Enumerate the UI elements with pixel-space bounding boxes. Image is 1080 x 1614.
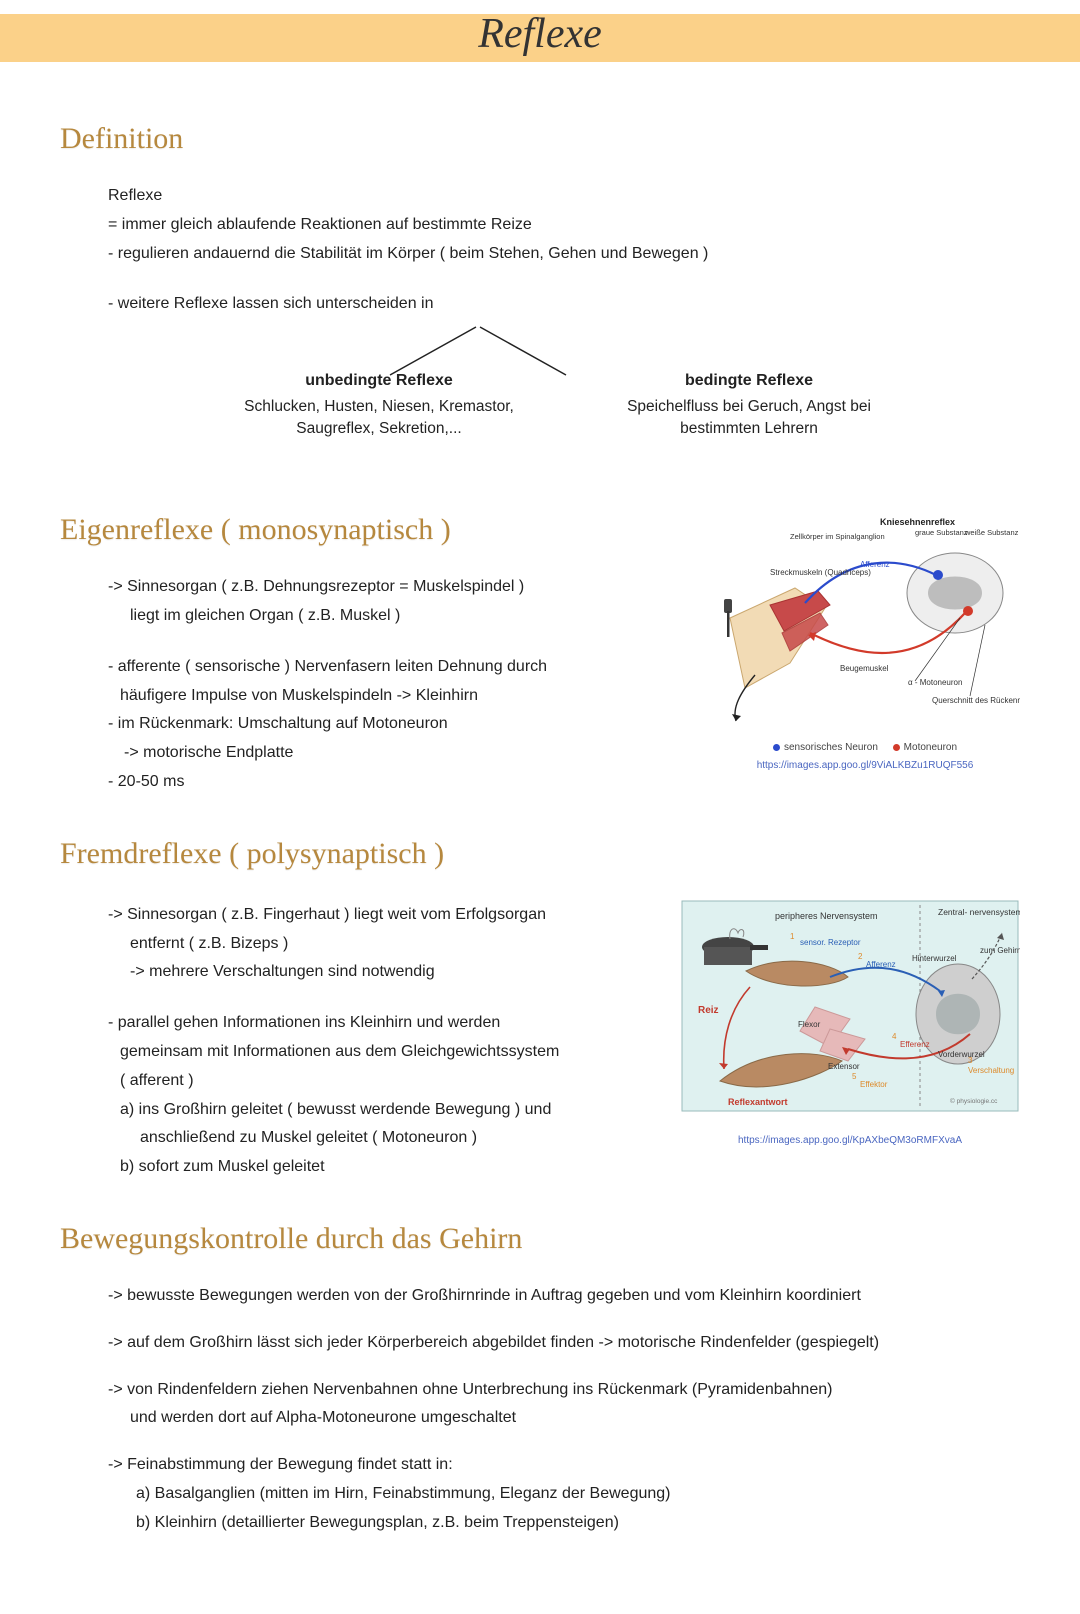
svg-text:Beugemuskel: Beugemuskel bbox=[840, 664, 889, 673]
col-bedingt: bedingte Reflexe Speichelfluss bei Geruc… bbox=[594, 369, 904, 439]
legend-sens: sensorisches Neuron bbox=[784, 742, 878, 753]
fremd-l2b: gemeinsam mit Informationen aus dem Glei… bbox=[108, 1040, 666, 1065]
svg-text:peripheres Nervensystem: peripheres Nervensystem bbox=[775, 911, 878, 921]
svg-text:Streckmuskeln (Quadriceps): Streckmuskeln (Quadriceps) bbox=[770, 568, 871, 577]
reflex-split: unbedingte Reflexe Schlucken, Husten, Ni… bbox=[108, 325, 1020, 475]
heading-eigen: Eigenreflexe ( monosynaptisch ) bbox=[60, 513, 696, 547]
svg-text:Flexor: Flexor bbox=[798, 1020, 821, 1029]
page-title: Reflexe bbox=[478, 10, 602, 58]
fremd-l2: - parallel gehen Informationen ins Klein… bbox=[108, 1011, 666, 1036]
section-definition: Definition Reflexe = immer gleich ablauf… bbox=[60, 122, 1020, 475]
connector-lines bbox=[348, 325, 608, 381]
k-l4: -> Feinabstimmung der Bewegung findet st… bbox=[108, 1453, 1020, 1478]
fig1-url: https://images.app.goo.gl/9ViALKBZu1RUQF… bbox=[710, 760, 1020, 771]
svg-text:Effektor: Effektor bbox=[860, 1080, 888, 1089]
svg-text:Reiz: Reiz bbox=[698, 1005, 719, 1016]
def-b2: - weitere Reflexe lassen sich unterschei… bbox=[108, 292, 1020, 317]
svg-text:Vorderwurzel: Vorderwurzel bbox=[938, 1050, 985, 1059]
k-l4b: b) Kleinhirn (detaillierter Bewegungspla… bbox=[108, 1511, 1020, 1536]
eigen-l4: - 20-50 ms bbox=[108, 770, 696, 795]
eigen-l2: - afferente ( sensorische ) Nervenfasern… bbox=[108, 655, 696, 680]
k-l2: -> auf dem Großhirn lässt sich jeder Kör… bbox=[108, 1331, 1020, 1356]
page-body: Definition Reflexe = immer gleich ablauf… bbox=[0, 62, 1080, 1614]
heading-kontrolle: Bewegungskontrolle durch das Gehirn bbox=[60, 1222, 1020, 1256]
section-bewegungskontrolle: Bewegungskontrolle durch das Gehirn -> b… bbox=[60, 1222, 1020, 1536]
heading-definition: Definition bbox=[60, 122, 1020, 156]
eigen-l1b: liegt im gleichen Organ ( z.B. Muskel ) bbox=[108, 604, 696, 629]
fremd-l3: a) ins Großhirn geleitet ( bewusst werde… bbox=[108, 1098, 666, 1123]
svg-text:graue Substanz: graue Substanz bbox=[915, 528, 968, 537]
k-l1: -> bewusste Bewegungen werden von der Gr… bbox=[108, 1284, 1020, 1309]
fig2-url: https://images.app.goo.gl/KpAXbeQM3oRMFX… bbox=[680, 1135, 1020, 1146]
unbedingt-body: Schlucken, Husten, Niesen, Kremastor, Sa… bbox=[224, 396, 534, 439]
svg-text:Verschaltung: Verschaltung bbox=[968, 1066, 1014, 1075]
fremd-l1: -> Sinnesorgan ( z.B. Fingerhaut ) liegt… bbox=[108, 903, 666, 928]
heading-fremd: Fremdreflexe ( polysynaptisch ) bbox=[60, 837, 1020, 871]
svg-text:1: 1 bbox=[790, 932, 795, 941]
def-b1: - regulieren andauernd die Stabilität im… bbox=[108, 242, 1020, 267]
svg-text:Extensor: Extensor bbox=[828, 1062, 860, 1071]
fig1-title: Kniesehnenreflex bbox=[880, 517, 955, 527]
def-eq: = immer gleich ablaufende Reaktionen auf… bbox=[108, 213, 1020, 238]
section-fremdreflexe: Fremdreflexe ( polysynaptisch ) -> Sinne… bbox=[60, 837, 1020, 1184]
eigen-l3: - im Rückenmark: Umschaltung auf Motoneu… bbox=[108, 712, 696, 737]
legend-moto: Motoneuron bbox=[904, 742, 957, 753]
svg-text:4: 4 bbox=[892, 1032, 897, 1041]
svg-text:Zentral- nervensystem: Zentral- nervensystem bbox=[938, 907, 1020, 917]
figure-fremdreflex: peripheres Nervensystem Zentral- nervens… bbox=[680, 899, 1020, 1146]
k-l4a: a) Basalganglien (mitten im Hirn, Feinab… bbox=[108, 1482, 1020, 1507]
svg-text:Afferenz: Afferenz bbox=[860, 560, 890, 569]
svg-text:Reflexantwort: Reflexantwort bbox=[728, 1097, 788, 1107]
bedingt-head: bedingte Reflexe bbox=[594, 369, 904, 394]
svg-text:© physiologie.cc: © physiologie.cc bbox=[950, 1097, 998, 1105]
k-l3b: und werden dort auf Alpha-Motoneurone um… bbox=[108, 1406, 1020, 1431]
svg-text:Querschnitt des Rückenmarks: Querschnitt des Rückenmarks bbox=[932, 696, 1020, 705]
section-eigenreflexe: Eigenreflexe ( monosynaptisch ) -> Sinne… bbox=[60, 513, 1020, 799]
fig1-legend: sensorisches Neuron Motoneuron bbox=[710, 742, 1020, 754]
svg-text:zum Gehirn: zum Gehirn bbox=[980, 946, 1020, 955]
eigen-l1: -> Sinnesorgan ( z.B. Dehnungsrezeptor =… bbox=[108, 575, 696, 600]
svg-text:5: 5 bbox=[852, 1072, 857, 1081]
figure-kniesehnenreflex: Kniesehnenreflex Zellkörper im Spinalgan… bbox=[710, 513, 1020, 771]
fremd-l1b: entfernt ( z.B. Bizeps ) bbox=[108, 932, 666, 957]
svg-text:Hinterwurzel: Hinterwurzel bbox=[912, 954, 957, 963]
fremd-l3b: anschließend zu Muskel geleitet ( Motone… bbox=[108, 1126, 666, 1151]
bedingt-body: Speichelfluss bei Geruch, Angst bei best… bbox=[594, 396, 904, 439]
fremd-l2c: ( afferent ) bbox=[108, 1069, 666, 1094]
svg-text:sensor. Rezeptor: sensor. Rezeptor bbox=[800, 938, 861, 947]
def-term: Reflexe bbox=[108, 184, 1020, 209]
k-l3: -> von Rindenfeldern ziehen Nervenbahnen… bbox=[108, 1378, 1020, 1403]
eigen-l3b: -> motorische Endplatte bbox=[108, 741, 696, 766]
fremd-l4: b) sofort zum Muskel geleitet bbox=[108, 1155, 666, 1180]
svg-text:weiße Substanz: weiße Substanz bbox=[964, 528, 1019, 537]
svg-text:Efferenz: Efferenz bbox=[900, 1040, 930, 1049]
svg-text:3: 3 bbox=[968, 1056, 973, 1065]
svg-text:2: 2 bbox=[858, 952, 863, 961]
fremd-l1c: -> mehrere Verschaltungen sind notwendig bbox=[108, 960, 666, 985]
eigen-l2b: häufigere Impulse von Muskelspindeln -> … bbox=[108, 684, 696, 709]
svg-text:Afferenz: Afferenz bbox=[866, 960, 896, 969]
title-bar: Reflexe bbox=[0, 14, 1080, 62]
svg-text:Zellkörper im Spinalganglion: Zellkörper im Spinalganglion bbox=[790, 532, 885, 541]
